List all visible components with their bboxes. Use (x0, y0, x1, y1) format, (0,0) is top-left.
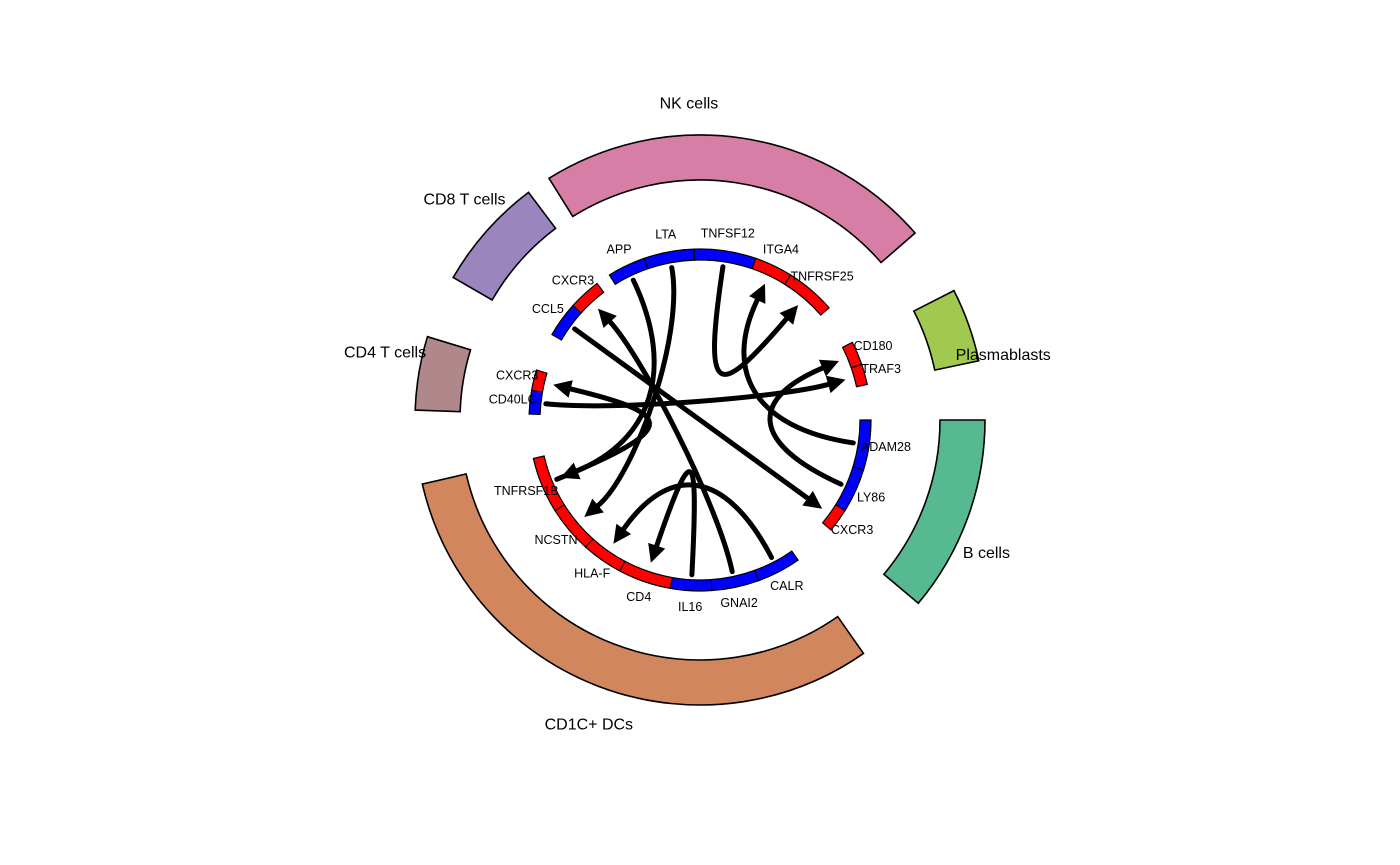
link-gnai2-cxcr3_cd8 (607, 319, 735, 575)
gene-label-adam28: ADAM28 (861, 440, 911, 454)
link-calr-hlaf (621, 482, 775, 560)
gene-segment-cxcr3_cd8 (572, 282, 605, 314)
cell-label-dc: CD1C+ DCs (545, 717, 633, 734)
cell-type-arcs (414, 134, 986, 706)
arrowhead-hlaf (613, 523, 632, 544)
gene-segment-cxcr3_cd4 (530, 369, 548, 393)
cell-type-labels: NK cells Plasmablasts B cells CD1C+ DCs CD4 … (344, 95, 1051, 733)
gene-segment-tnfrsf1b (532, 455, 566, 512)
gene-label-cd180: CD180 (854, 339, 893, 353)
gene-label-cxcr3_cd8: CXCR3 (552, 274, 594, 288)
link-tnfrsf1b-cxcr3_cd4 (554, 386, 652, 482)
cell-label-cd8: CD8 T cells (423, 192, 505, 209)
gene-label-cd4: CD4 (626, 590, 651, 604)
gene-label-cxcr3_cd4: CXCR3 (496, 368, 538, 382)
gene-label-hlaf: HLA-F (574, 566, 610, 580)
cell-label-bcell: B cells (963, 545, 1010, 562)
gene-segment-cxcr3_b (821, 503, 846, 531)
gene-label-calr: CALR (770, 579, 803, 593)
gene-segments (528, 248, 872, 592)
gene-label-app: APP (607, 243, 632, 257)
link-cd40lg-traf3 (543, 381, 831, 409)
cell-arc-plasma (912, 289, 980, 372)
gene-label-lta: LTA (655, 227, 677, 241)
gene-label-gnai2: GNAI2 (720, 596, 758, 610)
arrowhead-cd180 (818, 359, 839, 377)
gene-segment-lta (643, 248, 696, 270)
gene-segment-itga4 (751, 257, 792, 286)
gene-labels: APP LTA TNFSF12 ITGA4 TNFRSF25 CD180 TRAF3 ADAM… (489, 226, 911, 614)
gene-label-tnfrsf1b: TNFRSF1B (494, 484, 559, 498)
cell-arc-nk (547, 134, 917, 264)
gene-label-tnfrsf25: TNFRSF25 (790, 269, 853, 283)
gene-label-cd40lg: CD40LG (489, 393, 538, 407)
arrowhead-itga4 (749, 283, 766, 304)
arrowhead-ncstn (584, 498, 604, 518)
cell-arc-cd8 (452, 191, 557, 302)
arrowhead-cxcr3_b (802, 490, 823, 509)
gene-label-traf3: TRAF3 (861, 362, 901, 376)
link-lta-ncstn (595, 265, 677, 508)
arrowhead-tnfrsf25 (779, 305, 799, 325)
gene-label-itga4: ITGA4 (763, 243, 799, 257)
link-tnfsf12-tnfrsf25 (712, 264, 789, 377)
cell-label-cd4: CD4 T cells (344, 344, 426, 361)
gene-label-ccl5: CCL5 (532, 302, 564, 316)
gene-segment-il16 (669, 576, 713, 592)
link-il16-cd4 (654, 469, 697, 578)
gene-label-ly86: LY86 (857, 490, 885, 504)
gene-label-il16: IL16 (678, 600, 702, 614)
cell-label-plasma: Plasmablasts (956, 347, 1051, 364)
arrowhead-cxcr3_cd4 (553, 380, 573, 398)
gene-segment-tnfrsf25 (783, 274, 830, 316)
gene-segment-cd4 (618, 560, 673, 590)
gene-segment-gnai2 (710, 569, 760, 592)
cell-arc-cd4 (414, 335, 472, 413)
interaction-links (543, 264, 856, 578)
gene-segment-app (608, 257, 649, 286)
link-ly86-cd180 (767, 365, 844, 487)
arrowhead-traf3 (825, 375, 846, 394)
cell-label-nk: NK cells (660, 95, 719, 112)
link-ccl5-cxcr3_b (572, 326, 811, 501)
cell-arc-bcell (882, 419, 986, 605)
link-adam28-itga4 (741, 297, 856, 446)
cell-arc-dc (421, 473, 865, 706)
gene-label-cxcr3_b: CXCR3 (831, 523, 873, 537)
gene-segment-traf3 (850, 363, 868, 388)
gene-label-tnfsf12: TNFSF12 (701, 226, 755, 240)
gene-segment-calr (753, 550, 799, 582)
gene-label-ncstn: NCSTN (534, 533, 577, 547)
arrowhead-cxcr3_cd8 (597, 308, 617, 329)
arrowhead-cd4 (648, 542, 666, 563)
